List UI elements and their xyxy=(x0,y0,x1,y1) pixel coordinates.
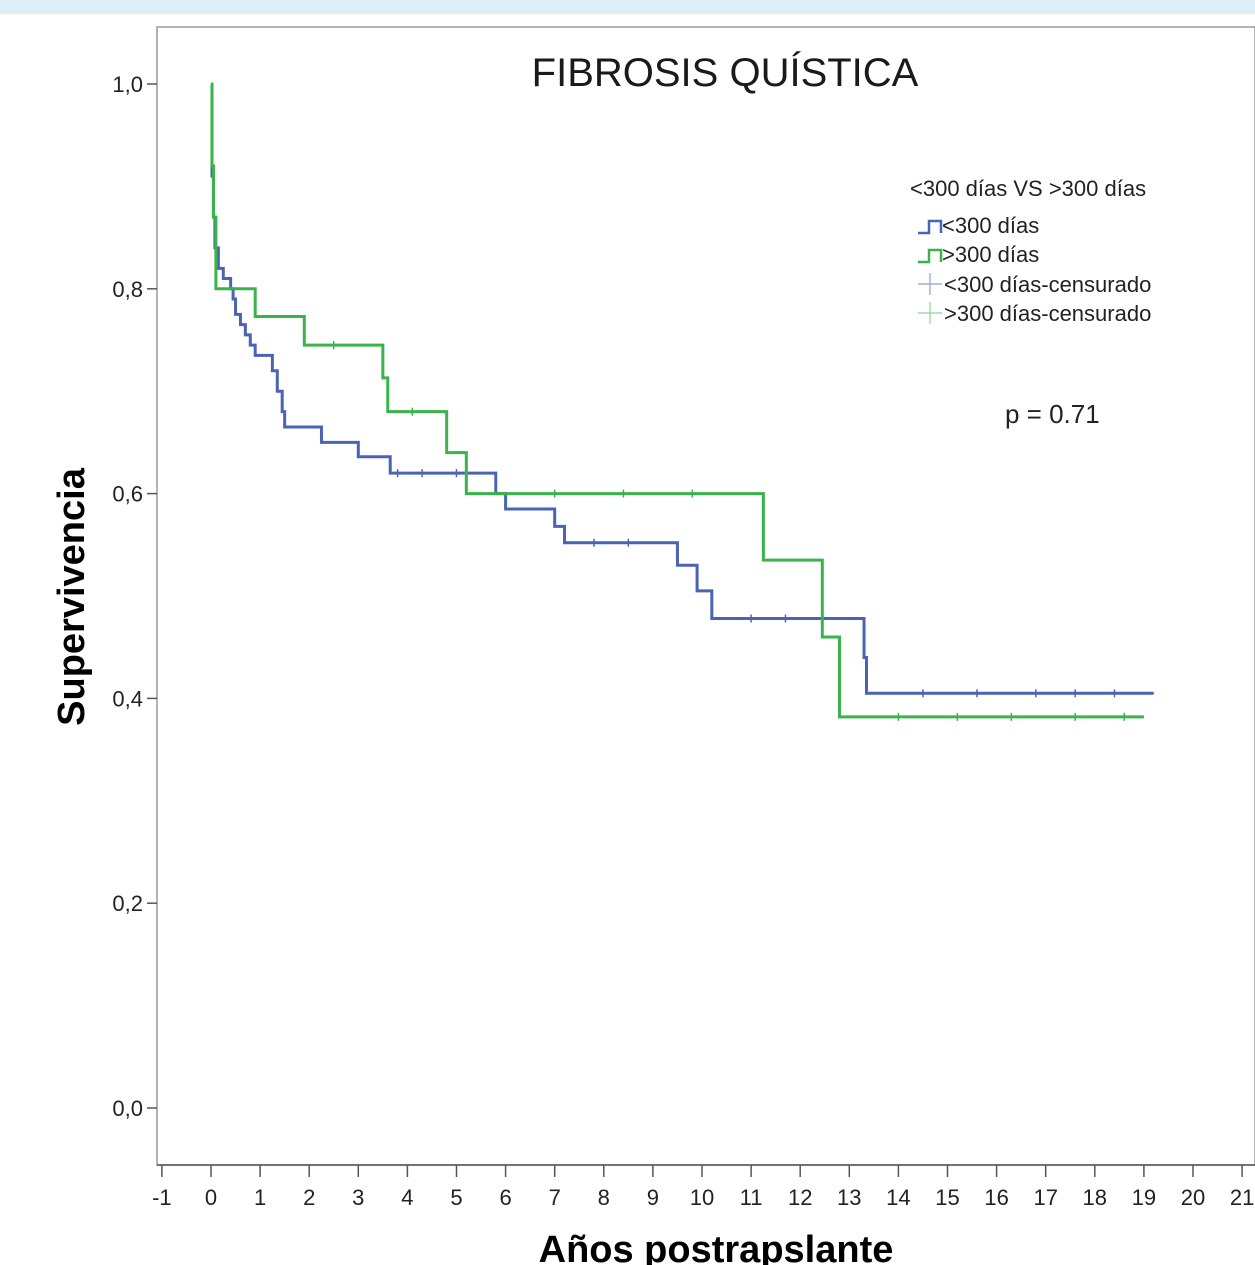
legend-label-gt300-censored: >300 días-censurado xyxy=(944,301,1151,326)
x-tick-label: 13 xyxy=(837,1185,861,1210)
x-tick-label: 5 xyxy=(450,1185,462,1210)
legend-entry-gt300-censored: >300 días-censurado xyxy=(918,301,1151,326)
x-tick-label: 10 xyxy=(690,1185,714,1210)
x-tick-label: 0 xyxy=(205,1185,217,1210)
legend-entry-lt300: <300 días xyxy=(918,213,1039,238)
x-tick-label: 6 xyxy=(499,1185,511,1210)
legend: <300 días VS >300 días <300 días >300 dí… xyxy=(910,176,1151,326)
legend-swatch-lt300-censored xyxy=(918,273,942,295)
series-layer xyxy=(210,82,1154,721)
x-tick-label: 12 xyxy=(788,1185,812,1210)
y-tick-label: 0,6 xyxy=(112,482,143,507)
x-tick-label: 1 xyxy=(254,1185,266,1210)
y-tick-label: 0,0 xyxy=(112,1096,143,1121)
x-axis: -1 0 1 2 3 4 5 6 7 8 9 10 11 12 13 14 15 16 17 18 19 20 21 xyxy=(152,1164,1255,1210)
x-tick-label: 21 xyxy=(1230,1185,1254,1210)
x-tick-label: -1 xyxy=(152,1185,172,1210)
x-axis-label: Años postrapslante xyxy=(539,1229,894,1265)
x-tick-label: 16 xyxy=(984,1185,1008,1210)
x-tick-label: 19 xyxy=(1132,1185,1156,1210)
y-tick-label: 1,0 xyxy=(112,72,143,97)
x-tick-label: 20 xyxy=(1181,1185,1205,1210)
series-line-lt300 xyxy=(210,82,1154,695)
legend-title: <300 días VS >300 días xyxy=(910,176,1146,201)
legend-label-lt300: <300 días xyxy=(942,213,1039,238)
x-tick-label: 14 xyxy=(886,1185,910,1210)
x-tick-label: 11 xyxy=(740,1185,763,1210)
x-tick-label: 4 xyxy=(401,1185,413,1210)
x-tick-label: 15 xyxy=(935,1185,959,1210)
legend-swatch-lt300 xyxy=(918,219,943,235)
legend-swatch-gt300 xyxy=(918,248,943,264)
legend-label-gt300: >300 días xyxy=(942,242,1039,267)
x-tick-label: 2 xyxy=(303,1185,315,1210)
x-tick-label: 9 xyxy=(647,1185,659,1210)
x-tick-label: 17 xyxy=(1033,1185,1057,1210)
y-tick-label: 0,8 xyxy=(112,277,143,302)
legend-label-lt300-censored: <300 días-censurado xyxy=(944,272,1151,297)
y-tick-label: 0,4 xyxy=(112,686,143,711)
chart-title: FIBROSIS QUÍSTICA xyxy=(532,50,919,95)
p-value-annotation: p = 0.71 xyxy=(1005,399,1100,429)
y-axis-label: Supervivencia xyxy=(51,467,93,726)
legend-entry-lt300-censored: <300 días-censurado xyxy=(918,272,1151,297)
legend-entry-gt300: >300 días xyxy=(918,242,1039,267)
top-strip xyxy=(0,0,1255,14)
y-tick-label: 0,2 xyxy=(112,891,143,916)
x-tick-label: 7 xyxy=(549,1185,561,1210)
x-tick-label: 3 xyxy=(352,1185,364,1210)
y-axis: 0,0 0,2 0,4 0,6 0,8 1,0 xyxy=(112,72,157,1121)
x-tick-label: 18 xyxy=(1083,1185,1107,1210)
series-line-gt300 xyxy=(210,82,1144,719)
x-tick-label: 8 xyxy=(598,1185,610,1210)
legend-swatch-gt300-censored xyxy=(918,302,942,324)
